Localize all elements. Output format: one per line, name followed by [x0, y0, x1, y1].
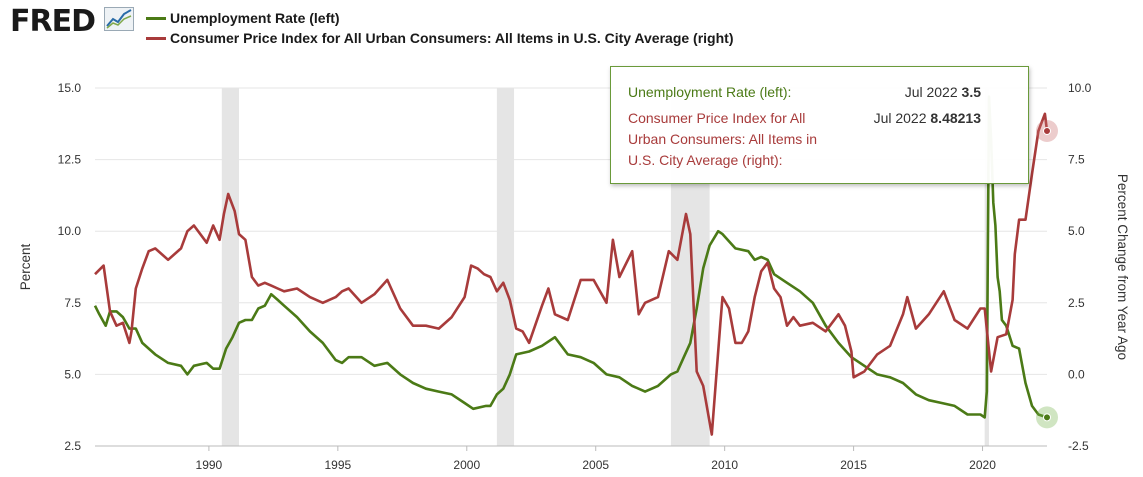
tooltip-date-cpi: Jul 2022: [873, 110, 927, 126]
y-tick-left: 7.5: [64, 296, 81, 310]
y-tick-right: 0.0: [1068, 367, 1085, 381]
hover-marker-point: [1043, 126, 1051, 135]
y-tick-right: -2.5: [1068, 439, 1089, 453]
legend-item-cpi[interactable]: Consumer Price Index for All Urban Consu…: [146, 29, 733, 47]
chart-header: FRED Unemployment Rate (left) Consumer P…: [0, 0, 1143, 52]
y-axis-title-right: Percent Change from Year Ago: [1115, 174, 1130, 360]
x-tick-label: 2000: [453, 458, 480, 472]
recession-band: [496, 88, 515, 446]
tooltip-row-cpi: Consumer Price Index for All Urban Consu…: [628, 108, 817, 171]
tooltip-value-cpi: Jul 2022 8.48213: [874, 108, 981, 129]
recession-band: [221, 88, 239, 446]
series-lines: [93, 95, 1049, 436]
y-tick-left: 5.0: [64, 367, 81, 381]
tooltip-number-unemployment: 3.5: [961, 84, 981, 100]
x-tick-label: 2015: [840, 458, 867, 472]
x-tick-label: 2010: [711, 458, 738, 472]
hover-markers: [1036, 119, 1058, 429]
x-tick-label: 1995: [324, 458, 351, 472]
tooltip-number-cpi: 8.48213: [930, 110, 981, 126]
x-tick-label: 2020: [969, 458, 996, 472]
tooltip-label-cpi-line-2: Urban Consumers: All Items in: [628, 131, 818, 147]
hover-tooltip: Unemployment Rate (left): Jul 2022 3.5 C…: [610, 66, 1029, 184]
y-tick-right: 5.0: [1068, 224, 1085, 238]
y-tick-right: 2.5: [1068, 296, 1085, 310]
tooltip-label-cpi-line-3: U.S. City Average (right):: [628, 152, 783, 168]
series-line-cpi[interactable]: [94, 112, 1049, 436]
hover-marker-point: [1043, 413, 1051, 422]
tooltip-label-cpi-line-1: Consumer Price Index for All: [628, 110, 806, 126]
tooltip-date-unemployment: Jul 2022: [904, 84, 958, 100]
tooltip-row-unemployment: Unemployment Rate (left):: [628, 82, 791, 103]
x-tick-label: 1990: [196, 458, 223, 472]
y-tick-left: 12.5: [58, 153, 82, 167]
axes: 2.5 5.0 7.5 10.0 12.5 15.0 -2.5 0.0 2.5 5.0 7.5 10.…: [58, 81, 1092, 472]
y-tick-right: 7.5: [1068, 153, 1085, 167]
y-tick-right: 10.0: [1068, 81, 1092, 95]
fred-logo[interactable]: FRED: [10, 4, 96, 39]
legend-item-unemployment[interactable]: Unemployment Rate (left): [146, 9, 340, 27]
legend-swatch-cpi: [146, 36, 166, 40]
y-tick-left: 2.5: [64, 439, 81, 453]
tooltip-value-unemployment: Jul 2022 3.5: [905, 82, 981, 103]
legend-label-unemployment: Unemployment Rate (left): [170, 10, 340, 26]
series-line-unemployment[interactable]: [93, 95, 1048, 419]
legend-swatch-unemployment: [146, 16, 166, 20]
y-tick-left: 15.0: [58, 81, 82, 95]
fred-logo-graph-icon: [104, 7, 134, 31]
x-tick-label: 2005: [582, 458, 609, 472]
y-tick-left: 10.0: [58, 224, 82, 238]
y-axis-title-left: Percent: [18, 243, 33, 290]
tooltip-label-unemployment: Unemployment Rate (left):: [628, 84, 792, 100]
legend-label-cpi: Consumer Price Index for All Urban Consu…: [170, 30, 734, 46]
